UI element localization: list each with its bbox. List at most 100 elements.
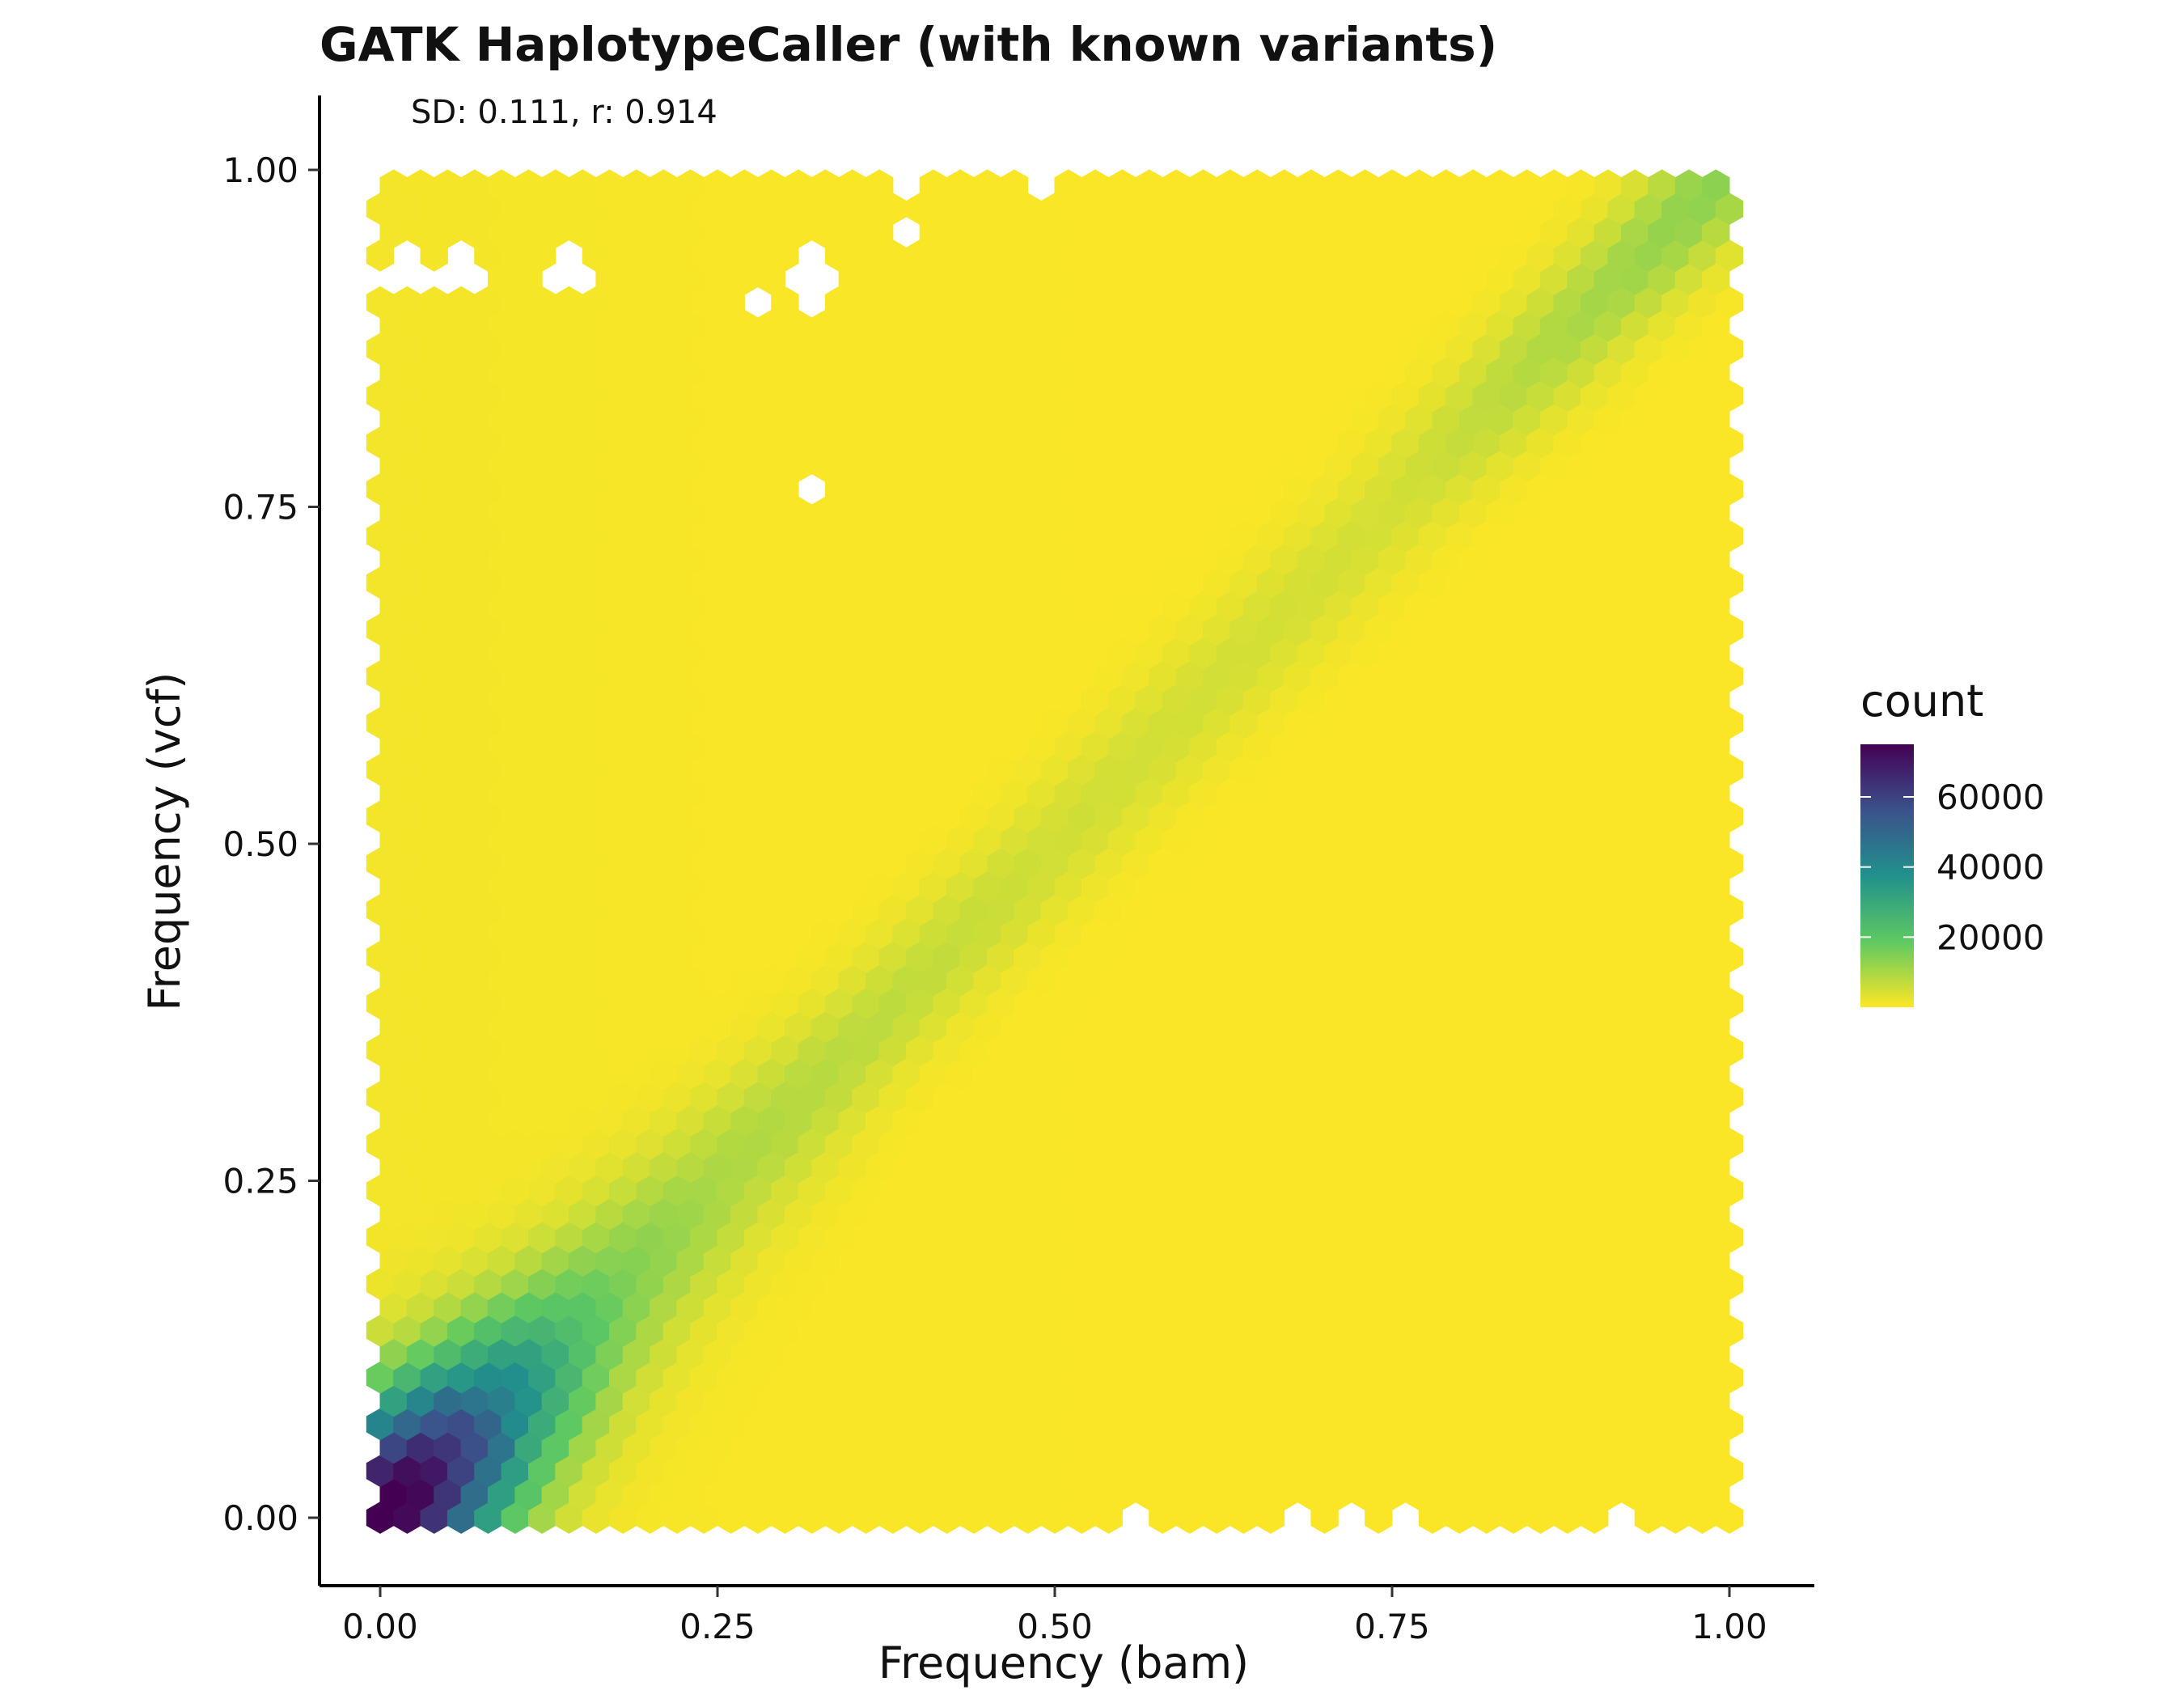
hex-cell: [1688, 1221, 1716, 1254]
hex-cell: [1540, 730, 1568, 763]
hex-cell: [676, 403, 705, 435]
hex-cell: [730, 216, 759, 248]
hex-cell: [1310, 613, 1339, 646]
hex-cell: [919, 356, 948, 389]
hex-cell: [703, 1244, 732, 1277]
hex-cell: [1351, 1478, 1379, 1510]
hex-cell: [569, 216, 597, 248]
hex-cell: [973, 684, 1001, 716]
hex-cell: [1337, 1034, 1366, 1066]
hex-cell: [1149, 706, 1177, 739]
hex-cell: [933, 333, 961, 366]
hex-cell: [1324, 590, 1352, 623]
hex-cell: [447, 1268, 476, 1300]
hex-cell: [1634, 800, 1663, 833]
hex-cell: [987, 800, 1015, 833]
hex-cell: [1540, 1384, 1568, 1417]
chart-subtitle: SD: 0.111, r: 0.914: [411, 94, 717, 131]
hex-cell: [676, 1337, 705, 1370]
hex-cell: [393, 519, 421, 553]
hex-cell: [1324, 871, 1352, 903]
hex-cell: [1068, 1455, 1096, 1488]
hex-cell: [1000, 1104, 1029, 1137]
hex-cell: [690, 1127, 718, 1160]
hex-cell: [1081, 1197, 1110, 1231]
hex-cell: [1405, 309, 1433, 342]
hex-cell: [730, 1384, 759, 1417]
hex-cell: [662, 379, 692, 413]
hex-cell: [447, 660, 476, 693]
hex-cell: [393, 1268, 421, 1300]
hex-cell: [447, 706, 476, 739]
hex-cell: [906, 1361, 934, 1394]
hex-cell: [1081, 637, 1110, 669]
hex-cell: [1040, 847, 1069, 879]
hex-cell: [1135, 964, 1163, 997]
hex-cell: [1458, 169, 1488, 202]
hex-cell: [690, 1268, 718, 1300]
hex-cell: [690, 800, 718, 833]
hex-cell: [1270, 1431, 1298, 1464]
hex-cell: [622, 964, 651, 997]
hex-cell: [1203, 987, 1231, 1020]
hex-cell: [852, 519, 880, 553]
hex-cell: [1674, 356, 1704, 389]
hex-cell: [379, 684, 408, 716]
hex-cell: [1027, 1291, 1056, 1324]
hex-cell: [1661, 1455, 1690, 1488]
hex-cell: [434, 964, 462, 997]
hex-cell: [892, 1384, 921, 1417]
hex-cell: [1499, 286, 1528, 319]
hex-cell: [1378, 1104, 1407, 1137]
hex-cell: [973, 1291, 1001, 1324]
hex-cell: [1310, 239, 1339, 272]
hex-cell: [784, 1150, 813, 1184]
hex-cell: [555, 987, 583, 1020]
hex-cell: [1068, 193, 1096, 225]
hex-cell: [1121, 426, 1150, 459]
hex-cell: [919, 543, 948, 576]
hex-cell: [1189, 356, 1217, 389]
hex-cell: [1284, 1127, 1312, 1160]
hex-cell: [811, 169, 840, 202]
hex-cell: [406, 403, 435, 435]
hex-cell: [690, 1502, 718, 1534]
hex-cell: [420, 1174, 448, 1207]
hex-cell: [1405, 496, 1433, 529]
hex-cell: [447, 1408, 476, 1441]
hex-cell: [1365, 706, 1393, 739]
hex-cell: [1391, 1408, 1420, 1441]
hex-cell: [1715, 1034, 1744, 1066]
hex-cell: [474, 566, 502, 599]
hex-cell: [366, 613, 395, 646]
hex-cell: [811, 450, 840, 482]
hex-cell: [946, 356, 975, 389]
hex-cell: [852, 660, 880, 693]
hex-cell: [730, 1337, 759, 1370]
hex-cell: [1702, 777, 1730, 810]
hex-cell: [743, 1268, 772, 1300]
hex-cell: [1121, 1034, 1150, 1066]
hex-cell: [636, 473, 664, 506]
hex-cell: [919, 1384, 948, 1417]
hex-cell: [1445, 1268, 1474, 1300]
hex-cell: [379, 1010, 408, 1044]
hex-cell: [1472, 379, 1500, 413]
hex-cell: [987, 613, 1015, 646]
hex-cell: [1648, 1057, 1676, 1090]
hex-cell: [1472, 1081, 1500, 1113]
hex-cell: [1040, 940, 1069, 973]
hex-cell: [636, 519, 664, 553]
hex-cell: [582, 706, 611, 739]
hex-cell: [824, 613, 853, 646]
hex-cell: [595, 356, 624, 389]
hex-cell: [1162, 1197, 1191, 1231]
hex-cell: [959, 1034, 988, 1066]
hex-cell: [933, 706, 961, 739]
hex-cell: [1445, 613, 1474, 646]
hex-cell: [1674, 262, 1704, 295]
hex-cell: [703, 777, 732, 810]
hex-cell: [487, 1291, 516, 1324]
hex-cell: [1243, 1384, 1272, 1417]
hex-cell: [1365, 1081, 1393, 1113]
